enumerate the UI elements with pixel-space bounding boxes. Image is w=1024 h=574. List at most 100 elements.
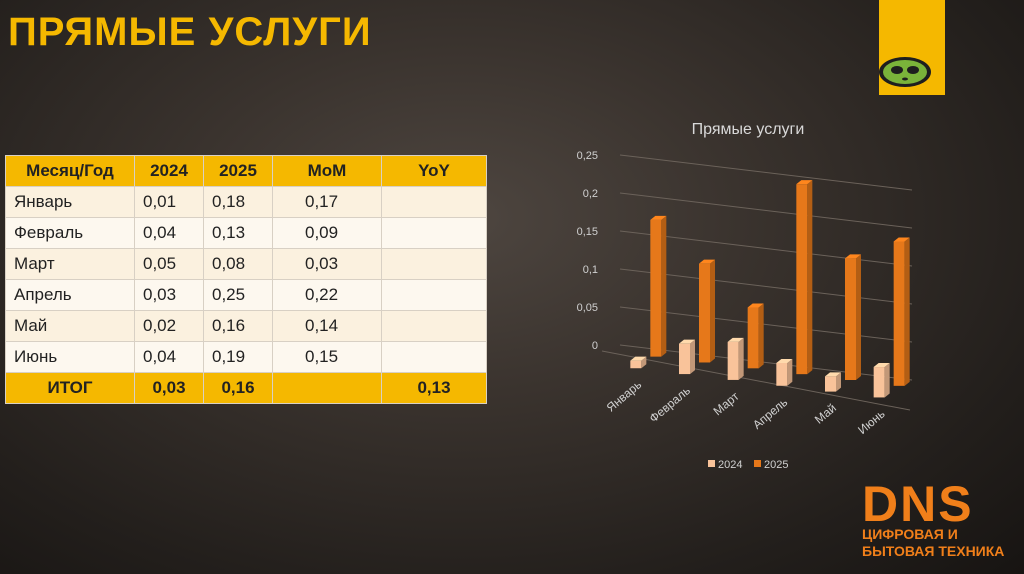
y-tick-label: 0,25: [577, 150, 598, 162]
x-tick-label: Январь: [604, 377, 645, 414]
legend-swatch-2024: [708, 460, 715, 467]
alien-logo-icon: [879, 57, 931, 87]
y-tick-label: 0,15: [577, 226, 598, 238]
bar-side-2025: [856, 254, 861, 380]
bar-2025: [796, 184, 808, 375]
table-row: Июнь 0,04 0,19 0,15: [5, 341, 487, 373]
bar-side-2024: [738, 337, 744, 380]
header-mom: MoM: [272, 155, 382, 187]
brand-name: DNS: [862, 476, 974, 532]
bar-side-2025: [904, 237, 910, 386]
bar-top-2025: [893, 237, 910, 242]
total-mom: [272, 372, 382, 404]
bar-2025: [893, 241, 905, 386]
table-row: Февраль 0,04 0,13 0,09: [5, 217, 487, 249]
cell-yoy: [381, 341, 487, 373]
cell-month: Апрель: [5, 279, 135, 311]
cell-2024: 0,04: [134, 341, 204, 373]
bar-side-2024: [641, 356, 647, 369]
bar-top-2024: [630, 356, 647, 361]
cell-yoy: [381, 310, 487, 342]
cell-mom: 0,17: [272, 186, 382, 218]
cell-mom: 0,14: [272, 310, 382, 342]
bar-2024: [873, 367, 885, 398]
x-tick-label: Июнь: [855, 407, 887, 437]
cell-month: Март: [5, 248, 135, 280]
legend-label-2025: 2025: [764, 459, 788, 471]
y-tick-label: 0: [592, 340, 598, 352]
legend-label-2024: 2024: [718, 459, 742, 471]
table-row: Январь 0,01 0,18 0,17: [5, 186, 487, 218]
bar-side-2024: [690, 339, 695, 375]
bar-chart: Прямые услуги 0 0,05 0,1 0,15 0,2 0,25 Январь Фе…: [577, 121, 913, 471]
bar-top-2025: [650, 215, 667, 220]
cell-mom: 0,22: [272, 279, 382, 311]
cell-month: Май: [5, 310, 135, 342]
bar-2025: [699, 263, 710, 363]
y-tick-label: 0,1: [583, 264, 598, 276]
cell-yoy: [381, 217, 487, 249]
gridline: [619, 230, 913, 267]
bar-2024: [679, 343, 690, 375]
y-tick-label: 0,2: [583, 188, 598, 200]
bar-side-2024: [836, 372, 841, 392]
cell-2025: 0,19: [203, 341, 273, 373]
bar-side-2025: [661, 215, 667, 357]
cell-month: Февраль: [5, 217, 135, 249]
cell-2025: 0,18: [203, 186, 273, 218]
x-tick-label: Апрель: [750, 395, 790, 432]
cell-month: Июнь: [5, 341, 135, 373]
bar-top-2024: [825, 372, 841, 377]
table-header-row: Месяц/Год 2024 2025 MoM YoY: [5, 155, 487, 187]
gridline: [619, 344, 913, 381]
header-2024: 2024: [134, 155, 204, 187]
bar-top-2025: [845, 254, 861, 259]
bar-side-2025: [807, 180, 813, 375]
total-yoy: 0,13: [381, 372, 487, 404]
bar-top-2025: [699, 259, 715, 264]
cell-2025: 0,08: [203, 248, 273, 280]
data-table: Месяц/Год 2024 2025 MoM YoY Январь 0,01 …: [5, 155, 487, 404]
cell-2024: 0,05: [134, 248, 204, 280]
slide-title: ПРЯМЫЕ УСЛУГИ: [8, 10, 372, 54]
cell-yoy: [381, 248, 487, 280]
cell-yoy: [381, 186, 487, 218]
bar-2024: [776, 362, 788, 386]
bar-top-2024: [727, 337, 744, 342]
header-yoy: YoY: [381, 155, 487, 187]
cell-yoy: [381, 279, 487, 311]
x-tick-label: Май: [812, 401, 839, 427]
cell-month: Январь: [5, 186, 135, 218]
total-2025: 0,16: [203, 372, 273, 404]
cell-2024: 0,03: [134, 279, 204, 311]
cell-2024: 0,02: [134, 310, 204, 342]
bar-top-2024: [873, 363, 890, 368]
cell-mom: 0,09: [272, 217, 382, 249]
bar-top-2025: [747, 303, 764, 308]
gridline: [619, 192, 913, 229]
floor-edge: [601, 350, 911, 411]
dns-logo: DNS ЦИФРОВАЯ И БЫТОВАЯ ТЕХНИКА: [862, 476, 1010, 560]
table-row: Апрель 0,03 0,25 0,22: [5, 279, 487, 311]
table-row: Май 0,02 0,16 0,14: [5, 310, 487, 342]
table-total-row: ИТОГ 0,03 0,16 0,13: [5, 372, 487, 404]
bar-2024: [825, 376, 836, 392]
cell-2024: 0,01: [134, 186, 204, 218]
bar-2025: [845, 258, 856, 380]
y-tick-label: 0,05: [577, 302, 598, 314]
bar-2024: [727, 341, 739, 380]
total-label: ИТОГ: [5, 372, 135, 404]
brand-tagline-1: ЦИФРОВАЯ И: [862, 526, 958, 542]
bar-top-2024: [679, 339, 695, 344]
bar-2024: [630, 360, 642, 369]
table-row: Март 0,05 0,08 0,03: [5, 248, 487, 280]
bar-top-2025: [796, 180, 813, 185]
bar-side-2024: [787, 358, 793, 386]
gridline: [619, 268, 913, 305]
x-tick-label: Март: [711, 389, 742, 419]
header-month: Месяц/Год: [5, 155, 135, 187]
bar-side-2025: [710, 259, 715, 363]
gridline: [619, 154, 913, 191]
cell-2025: 0,16: [203, 310, 273, 342]
cell-mom: 0,15: [272, 341, 382, 373]
